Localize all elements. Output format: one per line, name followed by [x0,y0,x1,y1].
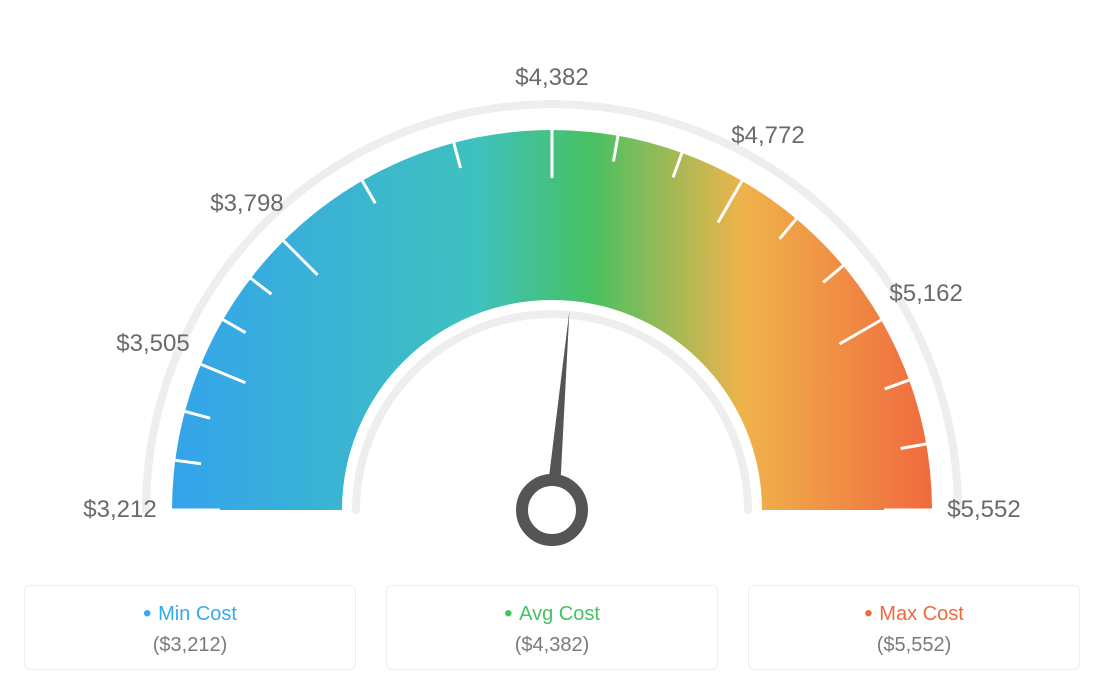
legend-max-label: Max Cost [759,600,1069,628]
gauge-tick-label: $5,162 [889,280,962,308]
legend-min-value: ($3,212) [35,634,345,657]
legend-card-min: Min Cost ($3,212) [24,585,356,670]
gauge-tick-label: $4,382 [515,64,588,92]
cost-gauge-page: $3,212 $3,505 $3,798 $4,382 $4,772 $5,162 $5,5… [0,0,1104,690]
gauge-tick-label: $3,212 [83,496,156,524]
legend-max-value: ($5,552) [759,634,1069,657]
gauge-chart: $3,212 $3,505 $3,798 $4,382 $4,772 $5,162 $5,5… [0,0,1104,560]
legend-min-label: Min Cost [35,600,345,628]
gauge-tick-label: $3,505 [116,330,189,358]
legend-row: Min Cost ($3,212) Avg Cost ($4,382) Max … [24,585,1080,670]
legend-avg-label: Avg Cost [397,600,707,628]
legend-card-max: Max Cost ($5,552) [748,585,1080,670]
gauge-tick-label: $3,798 [210,190,283,218]
legend-card-avg: Avg Cost ($4,382) [386,585,718,670]
gauge-tick-label: $4,772 [731,122,804,150]
gauge-tick-label: $5,552 [947,496,1020,524]
legend-avg-value: ($4,382) [397,634,707,657]
